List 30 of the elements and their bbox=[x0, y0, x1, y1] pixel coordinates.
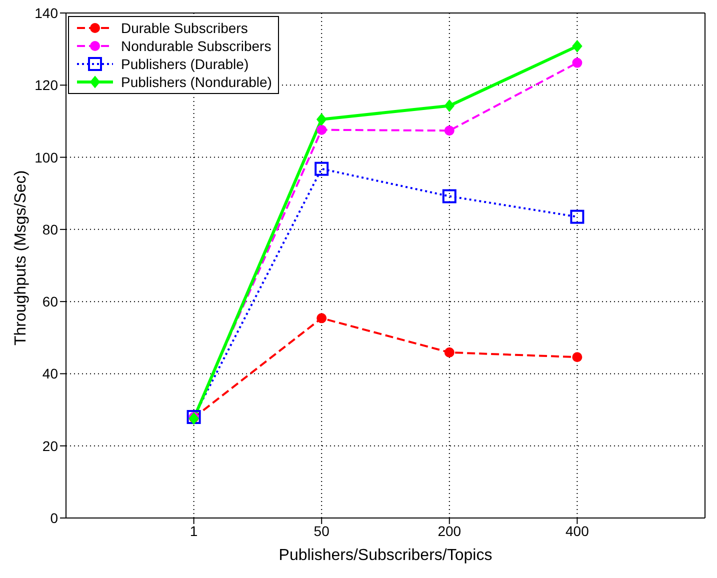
y-tick-label: 0 bbox=[50, 510, 58, 526]
point bbox=[570, 210, 584, 224]
point bbox=[316, 113, 327, 126]
legend-label: Publishers (Nondurable) bbox=[121, 73, 272, 91]
legend-label: Nondurable Subscribers bbox=[121, 37, 272, 55]
y-tick-label: 100 bbox=[34, 149, 58, 166]
point bbox=[442, 189, 456, 204]
legend-label: Publishers (Durable) bbox=[121, 55, 249, 73]
x-tick-label: 200 bbox=[438, 522, 462, 539]
y-axis-title: Throughputs (Msgs/Sec) bbox=[12, 170, 30, 346]
point bbox=[314, 162, 329, 176]
x-tick-label: 400 bbox=[566, 522, 590, 539]
x-tick-label: 1 bbox=[190, 522, 198, 539]
point bbox=[572, 58, 582, 68]
point bbox=[444, 347, 454, 358]
y-tick-label: 80 bbox=[42, 221, 58, 238]
point bbox=[572, 352, 582, 362]
y-tick-label: 40 bbox=[42, 366, 58, 382]
x-axis-title: Publishers/Subscribers/Topics bbox=[278, 547, 492, 564]
y-tick-label: 140 bbox=[34, 4, 58, 21]
point bbox=[444, 100, 454, 112]
y-tick-label: 120 bbox=[34, 77, 58, 94]
legend-label: Durable Subscribers bbox=[121, 19, 248, 37]
y-tick-label: 60 bbox=[42, 294, 58, 310]
y-tick-label: 20 bbox=[42, 438, 58, 454]
x-tick-label: 50 bbox=[314, 522, 330, 539]
point bbox=[316, 124, 327, 135]
point bbox=[444, 126, 454, 136]
point bbox=[572, 40, 582, 52]
point bbox=[316, 313, 327, 324]
